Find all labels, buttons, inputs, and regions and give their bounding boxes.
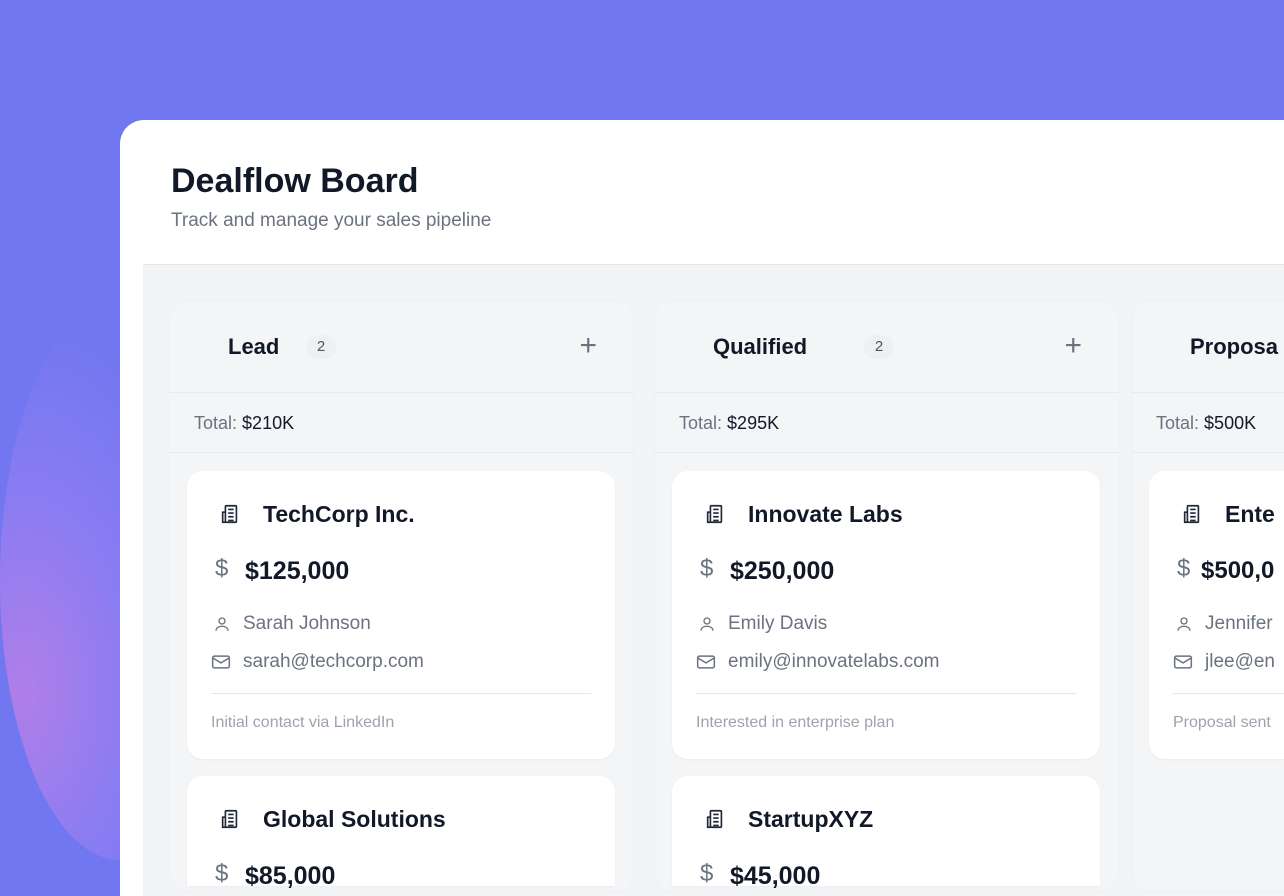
dollar-icon: $	[215, 555, 229, 582]
building-icon	[1181, 503, 1203, 530]
deal-card[interactable]: StartupXYZ $ $45,000	[672, 776, 1100, 890]
deal-amount: $250,000	[730, 557, 835, 585]
total-label: Total:	[194, 413, 238, 433]
user-icon	[1175, 614, 1193, 639]
building-icon	[219, 503, 241, 530]
company-name: Innovate Labs	[748, 501, 903, 527]
deal-amount: $45,000	[730, 862, 821, 890]
count-badge: 2	[306, 335, 336, 359]
app-window: Dealflow Board Track and manage your sal…	[120, 120, 1284, 896]
user-icon	[213, 614, 231, 639]
deal-amount: $500,0	[1201, 557, 1275, 584]
deal-note: Interested in enterprise plan	[696, 714, 895, 731]
divider	[1173, 693, 1284, 694]
contact-name: Emily Davis	[728, 613, 828, 634]
kanban-board: Lead 2 + Total: $210K TechCorp Inc. $ $125…	[143, 264, 1284, 896]
column-title: Qualified	[713, 334, 808, 359]
dollar-icon: $	[700, 860, 714, 887]
contact-email[interactable]: sarah@techcorp.com	[243, 651, 424, 672]
building-icon	[704, 808, 726, 835]
divider	[696, 693, 1076, 694]
contact-name: Sarah Johnson	[243, 613, 371, 634]
page-subtitle: Track and manage your sales pipeline	[171, 210, 492, 231]
building-icon	[219, 808, 241, 835]
add-deal-button[interactable]: +	[1064, 329, 1082, 362]
deal-card[interactable]: Innovate Labs $ $250,000 Emily Davis emi…	[672, 471, 1100, 759]
column-total: Total: $210K	[170, 393, 633, 453]
company-name: Global Solutions	[263, 806, 446, 832]
contact-email[interactable]: jlee@en	[1205, 651, 1275, 672]
mail-icon	[211, 654, 231, 675]
deal-card[interactable]: TechCorp Inc. $ $125,000 Sarah Johnson s…	[187, 471, 615, 759]
mail-icon	[1173, 654, 1193, 675]
column-title: Lead	[228, 334, 280, 359]
company-name: StartupXYZ	[748, 806, 874, 832]
column-proposa: Proposa Total: $500K Ente $ $500,0 Jennif…	[1132, 301, 1284, 891]
column-qualified: Qualified 2 + Total: $295K Innovate Labs $…	[655, 301, 1118, 891]
company-name: TechCorp Inc.	[263, 501, 415, 527]
divider	[211, 693, 591, 694]
total-value: $500K	[1204, 413, 1257, 433]
column-total: Total: $295K	[655, 393, 1118, 453]
mail-icon	[696, 654, 716, 675]
total-label: Total:	[679, 413, 723, 433]
dollar-icon: $	[215, 860, 229, 887]
page-title: Dealflow Board	[171, 162, 419, 200]
deal-note: Proposal sent	[1173, 714, 1271, 731]
company-name: Ente	[1225, 501, 1275, 527]
column-total: Total: $500K	[1132, 393, 1284, 453]
deal-amount: $85,000	[245, 862, 336, 890]
user-icon	[698, 614, 716, 639]
column-header: Qualified 2 +	[655, 301, 1118, 393]
count-badge: 2	[864, 335, 894, 359]
total-value: $295K	[727, 413, 780, 433]
dollar-icon: $	[1177, 555, 1191, 582]
deal-card[interactable]: Ente $ $500,0 Jennifer jlee@en Proposal …	[1149, 471, 1284, 759]
deal-note: Initial contact via LinkedIn	[211, 714, 395, 731]
column-title: Proposa	[1190, 334, 1279, 359]
total-label: Total:	[1156, 413, 1200, 433]
column-header: Lead 2 +	[170, 301, 633, 393]
deal-amount: $125,000	[245, 557, 350, 585]
contact-email[interactable]: emily@innovatelabs.com	[728, 651, 940, 672]
deal-card[interactable]: Global Solutions $ $85,000	[187, 776, 615, 890]
building-icon	[704, 503, 726, 530]
total-value: $210K	[242, 413, 295, 433]
add-deal-button[interactable]: +	[579, 329, 597, 362]
dollar-icon: $	[700, 555, 714, 582]
column-header: Proposa	[1132, 301, 1284, 393]
contact-name: Jennifer	[1205, 613, 1273, 634]
column-lead: Lead 2 + Total: $210K TechCorp Inc. $ $125…	[170, 301, 633, 891]
